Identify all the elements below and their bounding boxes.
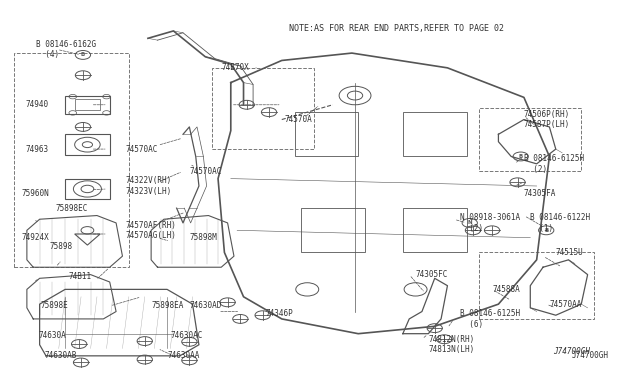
- Text: B 08146-6162G
  (4): B 08146-6162G (4): [36, 40, 97, 59]
- Text: 74924X: 74924X: [22, 233, 49, 242]
- Text: B 08146-6125H
  (6): B 08146-6125H (6): [460, 309, 520, 328]
- Text: B 08146-6125H
  (2): B 08146-6125H (2): [524, 154, 584, 174]
- Bar: [14, 53, 129, 267]
- Text: 74322V(RH)
74323V(LH): 74322V(RH) 74323V(LH): [125, 176, 172, 196]
- Bar: [479, 253, 594, 319]
- Text: 74570AC: 74570AC: [189, 167, 221, 176]
- Text: 74630AC: 74630AC: [170, 331, 203, 340]
- Text: 75898EC: 75898EC: [56, 203, 88, 213]
- Text: 74630AA: 74630AA: [167, 351, 200, 360]
- Text: 74963: 74963: [26, 145, 49, 154]
- Text: 74B70X: 74B70X: [221, 63, 249, 72]
- Text: 74B11: 74B11: [68, 272, 92, 281]
- Text: 74630AD: 74630AD: [189, 301, 221, 311]
- Bar: [403, 208, 467, 253]
- Text: 74812N(RH)
74813N(LH): 74812N(RH) 74813N(LH): [428, 335, 475, 355]
- Text: 74570A: 74570A: [285, 115, 313, 124]
- Text: N 08918-3061A
  (2): N 08918-3061A (2): [460, 213, 520, 232]
- Text: B: B: [81, 52, 85, 57]
- Bar: [301, 208, 365, 253]
- Text: 75898M: 75898M: [189, 233, 217, 242]
- Text: 75960N: 75960N: [22, 189, 49, 198]
- Text: 75898E: 75898E: [41, 301, 68, 311]
- Text: 74346P: 74346P: [266, 309, 294, 318]
- Text: 74570AC: 74570AC: [125, 145, 158, 154]
- Bar: [403, 112, 467, 157]
- Bar: [212, 68, 314, 149]
- Text: 74570AF(RH)
74570AG(LH): 74570AF(RH) 74570AG(LH): [125, 221, 177, 240]
- Text: 74940: 74940: [26, 100, 49, 109]
- Text: 74506P(RH)
74587P(LH): 74506P(RH) 74587P(LH): [524, 110, 570, 129]
- Bar: [294, 112, 358, 157]
- Text: B 08146-6122H
  (1): B 08146-6122H (1): [531, 213, 591, 232]
- Text: J74700GH: J74700GH: [572, 351, 609, 360]
- Text: J74700GH: J74700GH: [553, 347, 590, 356]
- Text: 74630AB: 74630AB: [45, 351, 77, 360]
- Text: 74570AA: 74570AA: [549, 300, 582, 309]
- Bar: [479, 109, 581, 171]
- Text: N: N: [467, 221, 472, 225]
- Text: 74305FA: 74305FA: [524, 189, 556, 198]
- Text: 74305FC: 74305FC: [415, 270, 448, 279]
- Text: 75898EA: 75898EA: [151, 301, 184, 311]
- Text: NOTE:AS FOR REAR END PARTS,REFER TO PAGE 02: NOTE:AS FOR REAR END PARTS,REFER TO PAGE…: [289, 23, 504, 32]
- Text: 74515U: 74515U: [556, 248, 584, 257]
- Text: B: B: [544, 228, 548, 233]
- Text: 75898: 75898: [49, 243, 72, 251]
- Text: 74630A: 74630A: [38, 331, 66, 340]
- Text: 74588A: 74588A: [492, 285, 520, 294]
- Text: B: B: [518, 154, 523, 159]
